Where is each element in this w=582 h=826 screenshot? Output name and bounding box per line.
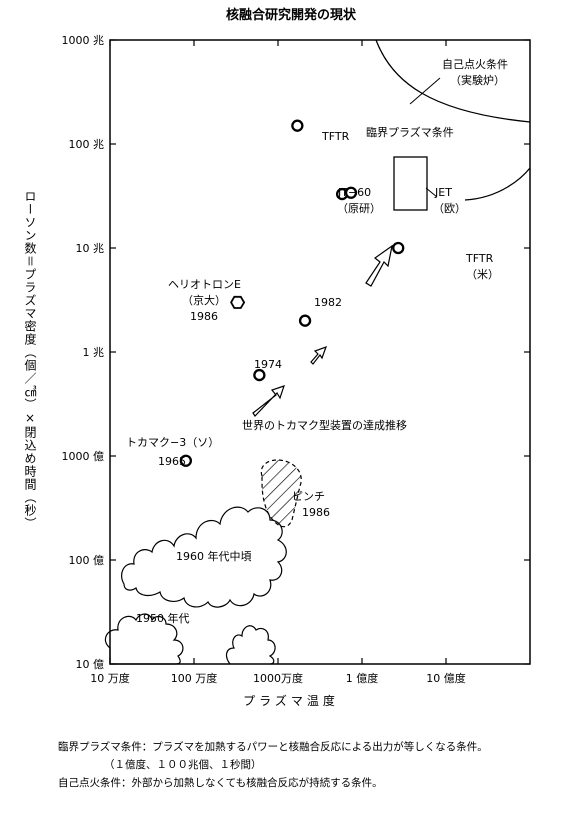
cloud-1950s bbox=[104, 613, 184, 665]
leader-self-ignition bbox=[409, 77, 441, 105]
label-1982: 1982 bbox=[314, 296, 342, 309]
label-1960s: 1960 年代中頃 bbox=[176, 549, 252, 563]
x-tick-label: 1 億度 bbox=[346, 671, 379, 685]
y-tick-label: 100 億 bbox=[69, 554, 105, 567]
cloud-1950s-right bbox=[225, 625, 276, 665]
note-critical-plasma: 臨界プラズマ条件：プラズマを加熱するパワーと核融合反応による出力が等しくなる条件… bbox=[58, 741, 488, 753]
progress-arrows bbox=[252, 244, 393, 417]
label-heliotron: ヘリオトロンE bbox=[168, 278, 241, 291]
data-point bbox=[291, 119, 304, 132]
footnotes: 臨界プラズマ条件：プラズマを加熱するパワーと核融合反応による出力が等しくなる条件… bbox=[58, 738, 573, 792]
label-heliotron-org: （京大） bbox=[182, 293, 226, 307]
data-point bbox=[344, 186, 358, 199]
data-points bbox=[179, 119, 405, 467]
data-point bbox=[392, 241, 405, 255]
progress-arrow-2 bbox=[310, 345, 328, 365]
data-point bbox=[179, 454, 193, 467]
label-heliotron-year: 1986 bbox=[190, 310, 218, 323]
critical-plasma-curve bbox=[464, 167, 531, 201]
pinch-region bbox=[260, 459, 302, 528]
region-labels: 自己点火条件 （実験炉） 臨界プラズマ条件 ピンチ 1986 1960 年代中頃… bbox=[136, 57, 508, 625]
data-point bbox=[253, 368, 266, 382]
leader-jet bbox=[425, 187, 438, 198]
label-tokamak3: トカマク−3（ソ） bbox=[126, 436, 219, 449]
point-labels: TFTR JT−60 （原研） JET （欧） TFTR （米） ヘリオトロンE… bbox=[126, 130, 499, 468]
y-tick-label: 1000 兆 bbox=[62, 34, 105, 47]
x-axis-ticks: 10 万度 100 万度 1000万度 1 億度 10 億度 bbox=[90, 40, 466, 685]
note-self-ignition: 自己点火条件：外部から加熱しなくても核融合反応が持続する条件。 bbox=[58, 777, 383, 789]
label-tokamak3-year: 1965 bbox=[158, 455, 186, 468]
label-tftr-us-org: （米） bbox=[466, 268, 499, 281]
label-tokamak-progress: 世界のトカマク型装置の達成推移 bbox=[242, 418, 407, 432]
label-pinch: ピンチ bbox=[292, 490, 325, 503]
label-critical-plasma: 臨界プラズマ条件 bbox=[366, 125, 454, 139]
progress-arrow-3 bbox=[365, 244, 393, 287]
note-critical-plasma-values: （１億度、１００兆個、１秒間） bbox=[104, 759, 262, 771]
label-self-ignition-sub: （実験炉） bbox=[450, 73, 505, 87]
label-1950s: 1950 年代 bbox=[136, 611, 190, 625]
y-tick-label: 10 兆 bbox=[76, 242, 105, 255]
data-point bbox=[298, 314, 312, 327]
y-axis-label: ローソン数＝プラズマ密度（個／㎤）×閉込め時間（秒） bbox=[23, 190, 37, 531]
label-jet: JET bbox=[434, 186, 452, 199]
data-point-hexagon bbox=[230, 295, 246, 309]
y-tick-label: 10 億 bbox=[76, 658, 105, 671]
y-tick-label: 100 兆 bbox=[69, 138, 105, 151]
page-title: 核融合研究開発の現状 bbox=[225, 8, 356, 23]
critical-region-box bbox=[393, 156, 428, 211]
x-tick-label: 1000万度 bbox=[253, 671, 303, 685]
x-tick-label: 10 億度 bbox=[426, 671, 466, 685]
label-tftr-us: TFTR bbox=[465, 252, 494, 265]
label-jet-org: （欧） bbox=[433, 202, 466, 215]
x-axis-label: プラズマ温度 bbox=[243, 694, 339, 708]
y-tick-label: 1 兆 bbox=[83, 346, 105, 359]
x-tick-label: 100 万度 bbox=[171, 671, 218, 685]
x-tick-label: 10 万度 bbox=[90, 671, 130, 685]
label-tftr: TFTR bbox=[321, 130, 350, 143]
label-pinch-year: 1986 bbox=[302, 506, 330, 519]
y-axis-ticks: 10 億 100 億 1000 億 1 兆 10 兆 100 兆 1000 兆 bbox=[62, 34, 530, 671]
label-jt60-org: （原研） bbox=[337, 202, 381, 215]
cloud-1960s bbox=[121, 506, 287, 608]
label-self-ignition: 自己点火条件 bbox=[442, 57, 508, 71]
label-1974: 1974 bbox=[254, 358, 282, 371]
y-tick-label: 1000 億 bbox=[62, 450, 105, 463]
self-ignition-curve bbox=[375, 39, 531, 123]
label-jt60: JT−60 bbox=[337, 186, 371, 199]
progress-arrow-1 bbox=[252, 385, 285, 417]
